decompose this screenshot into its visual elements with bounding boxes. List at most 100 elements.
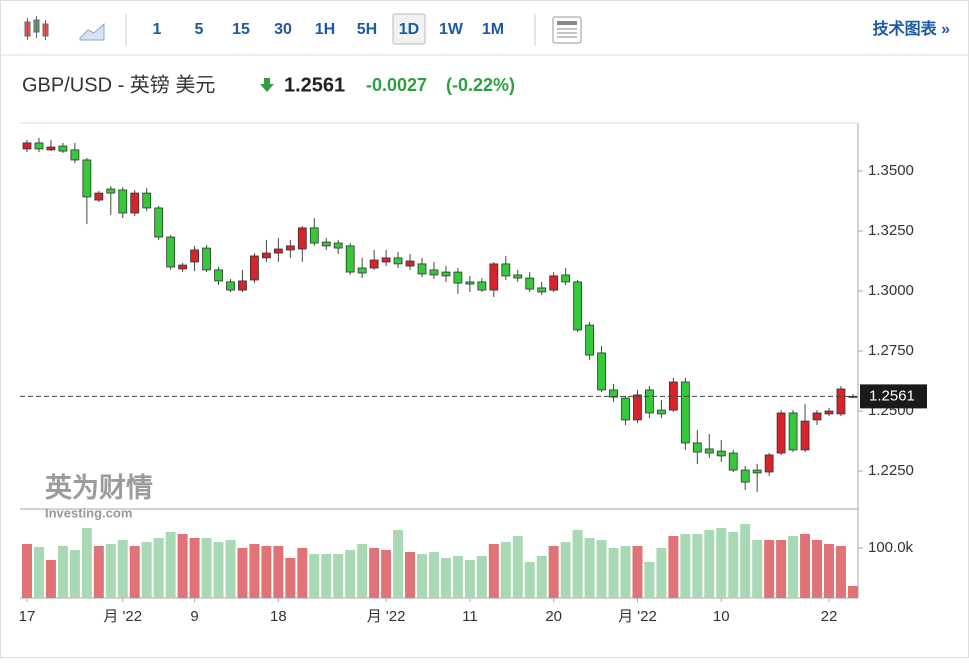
interval-button[interactable]: 1H	[315, 21, 335, 38]
volume-bar	[740, 524, 751, 598]
candle-body	[465, 281, 475, 285]
candle-body	[489, 263, 499, 291]
x-tick-label: 18	[270, 608, 287, 625]
candle-body	[573, 281, 583, 331]
interval-button[interactable]: 1D	[399, 21, 419, 38]
volume-bar	[105, 544, 116, 598]
volume-bar	[716, 528, 727, 598]
volume-bar	[405, 552, 416, 598]
candle-body	[142, 192, 152, 209]
candle-body	[190, 249, 199, 263]
y-tick-label: 1.3500	[868, 162, 914, 179]
candle-body	[812, 412, 822, 421]
candle-body	[441, 271, 451, 277]
candle-body	[561, 274, 571, 283]
volume-bar	[704, 530, 715, 598]
volume-bar	[129, 546, 140, 598]
interval-button[interactable]: 30	[274, 21, 292, 38]
volume-bar	[57, 546, 68, 598]
volume-bar	[189, 538, 200, 598]
candle-body	[537, 287, 547, 293]
volume-bar	[345, 550, 356, 598]
volume-bar	[620, 546, 631, 598]
candle-body	[118, 189, 128, 214]
volume-bar	[680, 534, 691, 598]
volume-bar	[752, 540, 763, 598]
volume-bar	[165, 532, 176, 598]
candle-body	[800, 420, 810, 451]
candle-body	[345, 245, 355, 273]
volume-bar	[22, 544, 32, 598]
volume-bar	[440, 558, 451, 598]
candle-body	[752, 469, 762, 474]
volume-bar	[309, 554, 320, 598]
volume-bar	[668, 536, 679, 598]
volume-bar	[476, 556, 487, 598]
candle-body	[788, 412, 798, 451]
volume-bar	[261, 546, 272, 598]
volume-bar	[381, 550, 392, 598]
price: 1.2561	[284, 74, 345, 96]
candle-body	[94, 192, 104, 201]
volume-bar	[812, 540, 823, 598]
candle-body	[609, 389, 618, 398]
candle-body	[429, 269, 439, 276]
y-tick-label: 1.3000	[868, 282, 914, 299]
candle-body	[166, 236, 176, 268]
candle-body	[261, 252, 271, 259]
interval-button[interactable]: 1W	[439, 21, 464, 38]
down-arrow	[260, 78, 274, 92]
volume-bar	[69, 550, 80, 598]
candle-body	[130, 192, 140, 214]
interval-button[interactable]: 15	[232, 21, 250, 38]
volume-bar	[237, 548, 248, 598]
candle-body	[333, 242, 343, 249]
volume-bar	[560, 542, 571, 598]
volume-bar	[357, 544, 368, 598]
candle-body	[680, 381, 690, 444]
volume-bar	[333, 554, 344, 598]
volume-bar	[800, 534, 811, 598]
candle-body	[238, 280, 247, 291]
last-price-label: 1.2561	[869, 387, 915, 404]
volume-bar	[33, 547, 44, 598]
candle-body	[740, 469, 750, 483]
technical-chart-link[interactable]: 技术图表 »	[873, 19, 950, 38]
settings-icon[interactable]	[552, 16, 582, 44]
volume-bar	[596, 540, 607, 598]
volume-bar	[584, 538, 595, 598]
candle-body	[657, 409, 666, 415]
candle-icon[interactable]	[24, 16, 49, 40]
volume-bar	[213, 542, 224, 598]
candle-body	[836, 388, 846, 415]
volume-bar	[297, 548, 308, 598]
interval-button[interactable]: 1	[153, 21, 162, 38]
candle-body	[226, 281, 235, 291]
x-tick-label: 17	[19, 608, 36, 625]
interval-button[interactable]: 5H	[357, 21, 377, 38]
x-tick-label: 22	[821, 608, 838, 625]
interval-button[interactable]: 1M	[482, 21, 504, 38]
area-icon[interactable]	[79, 22, 105, 41]
volume-bar	[285, 558, 296, 598]
candle-body	[82, 159, 92, 198]
candle-body	[728, 452, 738, 471]
candle-body	[297, 227, 307, 250]
volume-bar	[632, 546, 643, 598]
volume-bar	[500, 542, 511, 598]
volume-bar	[512, 536, 523, 598]
volume-bar	[776, 540, 787, 598]
volume-bar	[117, 540, 128, 598]
candle-body	[621, 397, 630, 421]
candle-body	[501, 263, 511, 277]
candle-body	[477, 281, 487, 291]
volume-bar	[823, 544, 834, 598]
candle-body	[154, 207, 164, 238]
volume-bar	[728, 532, 739, 598]
x-tick-label: 月 '22	[618, 608, 657, 625]
volume-bar	[608, 548, 619, 598]
candle-body	[70, 149, 80, 161]
interval-button[interactable]: 5	[195, 21, 204, 38]
candle-body	[525, 277, 535, 290]
volume-bar	[81, 528, 92, 598]
